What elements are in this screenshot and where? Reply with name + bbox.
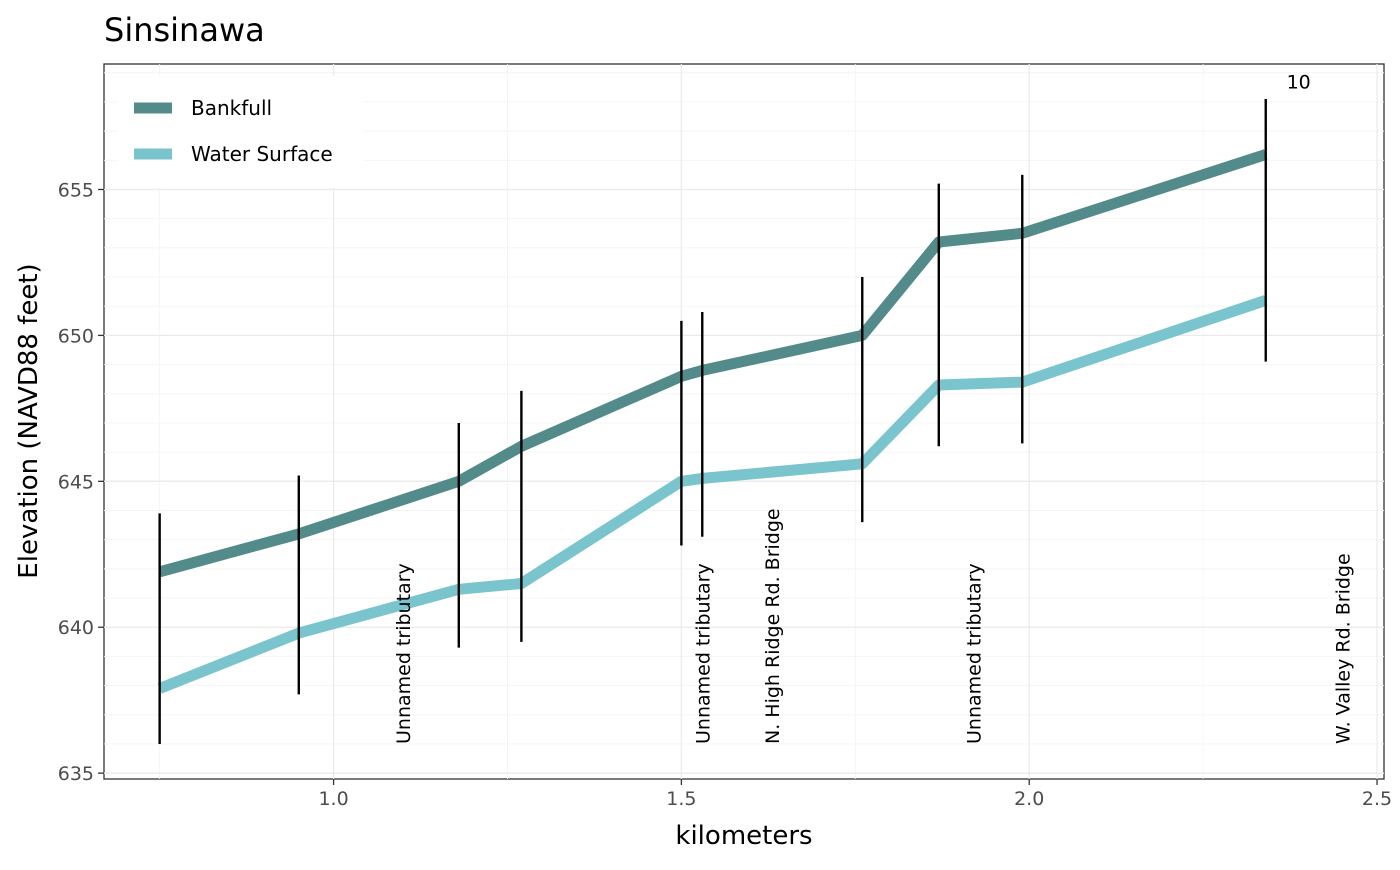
x-tick-label: 2.5 — [1362, 788, 1392, 810]
y-tick-label: 650 — [58, 325, 94, 347]
y-tick-label: 635 — [58, 763, 94, 785]
top-label: 10 — [1287, 72, 1311, 94]
annotation-label: N. High Ridge Rd. Bridge — [762, 508, 784, 744]
annotation-label: W. Valley Rd. Bridge — [1332, 553, 1354, 744]
legend-box — [118, 76, 364, 188]
legend-label-water-surface: Water Surface — [191, 142, 333, 166]
x-tick-label: 2.0 — [1014, 788, 1044, 810]
legend: Bankfull Water Surface — [118, 76, 364, 188]
y-tick-label: 645 — [58, 471, 94, 493]
x-tick-label: 1.5 — [666, 788, 696, 810]
x-tick-label: 1.0 — [318, 788, 348, 810]
annotation-label: Unnamed tributary — [692, 563, 714, 744]
y-axis-title: Elevation (NAVD88 feet) — [14, 263, 44, 578]
chart-title: Sinsinawa — [104, 11, 265, 49]
series-line-bankfull — [158, 149, 1268, 578]
series-layer — [157, 149, 1268, 694]
x-axis-title: kilometers — [675, 821, 812, 851]
annotation-label: Unnamed tributary — [393, 563, 415, 744]
annotation-label: Unnamed tributary — [964, 563, 986, 744]
y-tick-label: 640 — [58, 617, 94, 639]
annotations: Unnamed tributary Unnamed tributary N. Hig… — [393, 72, 1354, 744]
y-tick-label: 655 — [58, 179, 94, 201]
axes: 1.0 1.5 2.0 2.5 635 640 645 650 655 — [58, 179, 1392, 810]
error-bars — [158, 99, 1267, 744]
legend-label-bankfull: Bankfull — [191, 96, 272, 120]
series-line-water-surface — [157, 295, 1268, 694]
